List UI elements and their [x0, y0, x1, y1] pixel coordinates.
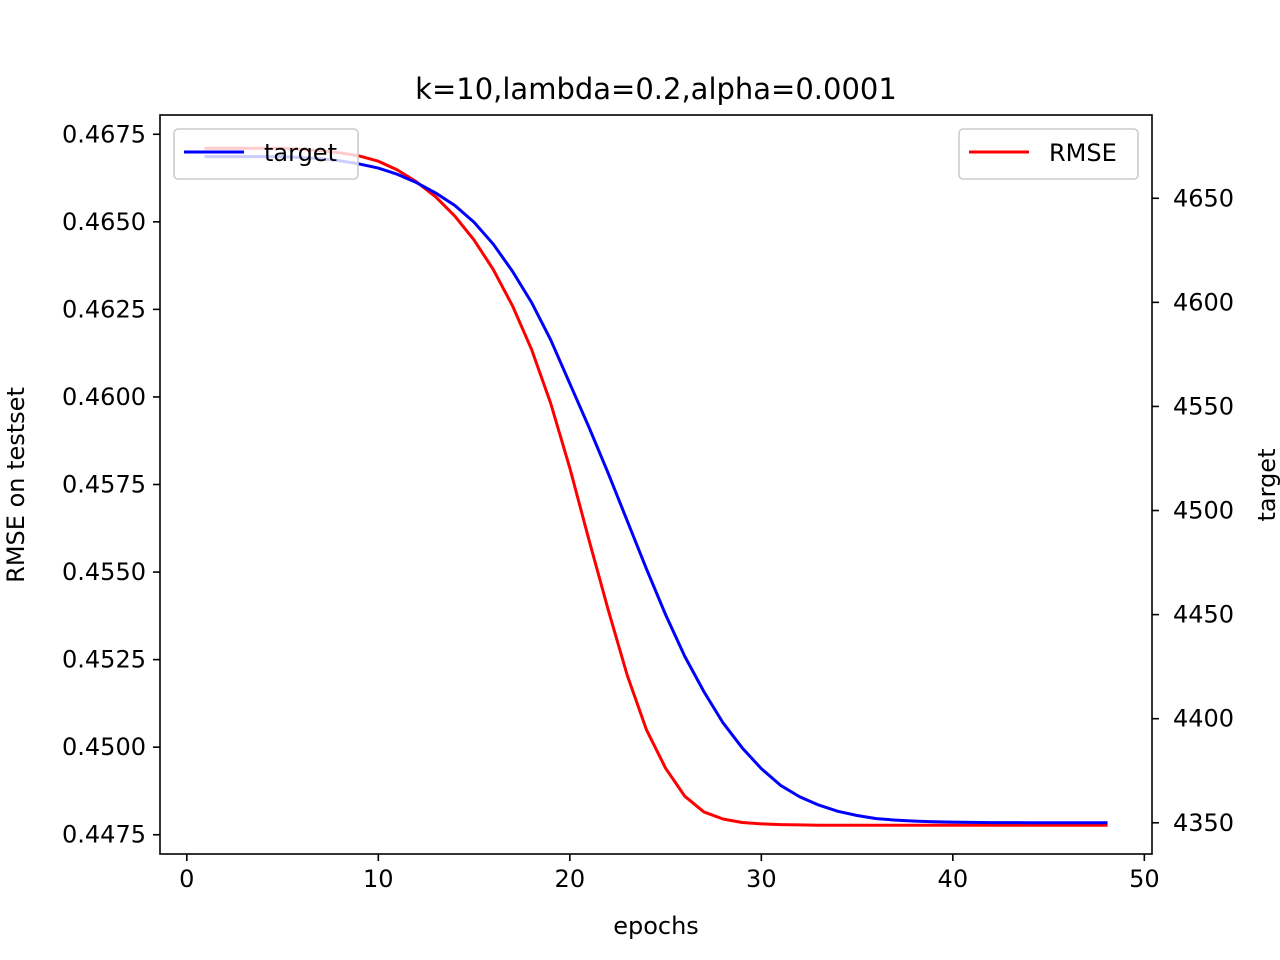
y-right-axis-ticks: 4350 4400 4450 4500 4550 4600 4650 [1152, 184, 1234, 837]
y-left-axis-ticks: 0.4475 0.4500 0.4525 0.4550 0.4575 0.4600 0.46… [62, 120, 160, 849]
y-right-tick-label: 4500 [1173, 497, 1234, 525]
y-left-tick-label: 0.4525 [62, 646, 146, 674]
y-left-axis-title: RMSE on testset [2, 387, 30, 583]
y-left-tick-label: 0.4625 [62, 295, 146, 323]
legend-left: target [173, 128, 359, 180]
y-right-tick-label: 4400 [1173, 705, 1234, 733]
y-right-tick-label: 4450 [1173, 601, 1234, 629]
legend-right-label: RMSE [1049, 139, 1117, 167]
legend-right-box [958, 128, 1139, 180]
y-right-axis-title: target [1253, 449, 1280, 522]
y-left-tick-label: 0.4600 [62, 383, 146, 411]
legend-left-box [173, 128, 359, 180]
legend-right: RMSE [958, 128, 1139, 180]
x-tick-label: 10 [363, 865, 394, 893]
x-tick-label: 40 [938, 865, 969, 893]
y-right-tick-label: 4650 [1173, 184, 1234, 212]
y-right-tick-label: 4600 [1173, 288, 1234, 316]
x-tick-label: 20 [555, 865, 586, 893]
y-right-tick-label: 4550 [1173, 392, 1234, 420]
x-tick-label: 30 [746, 865, 777, 893]
chart-title: k=10,lambda=0.2,alpha=0.0001 [415, 72, 897, 106]
y-left-tick-label: 0.4650 [62, 208, 146, 236]
y-left-tick-label: 0.4575 [62, 471, 146, 499]
x-axis-title: epochs [613, 912, 699, 940]
y-right-tick-label: 4350 [1173, 809, 1234, 837]
x-tick-label: 50 [1129, 865, 1160, 893]
y-left-tick-label: 0.4475 [62, 821, 146, 849]
x-tick-label: 0 [179, 865, 194, 893]
y-left-tick-label: 0.4550 [62, 558, 146, 586]
y-left-tick-label: 0.4500 [62, 733, 146, 761]
y-left-tick-label: 0.4675 [62, 120, 146, 148]
x-axis-ticks: 0 10 20 30 40 50 [179, 854, 1160, 893]
legend-left-label: target [264, 139, 337, 167]
